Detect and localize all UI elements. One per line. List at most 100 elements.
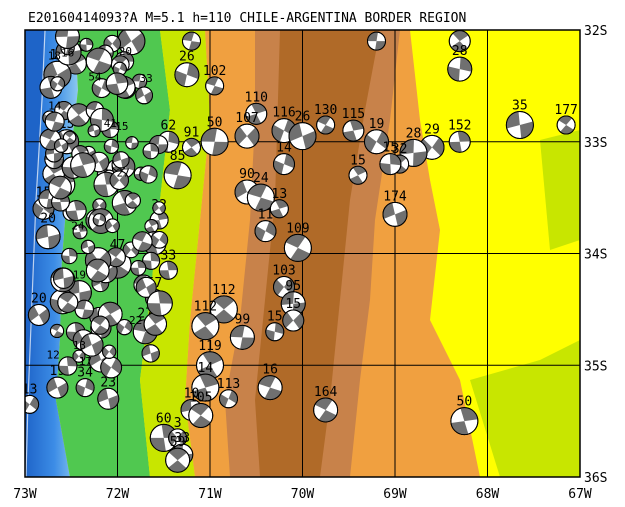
cluster-beachball — [139, 165, 158, 184]
focal-mechanism-beachball — [46, 376, 69, 399]
event-depth-label: 33 — [174, 431, 190, 446]
event-depth-label: 16 — [262, 363, 278, 378]
focal-mechanism-beachball — [283, 233, 312, 262]
cluster-depth-label: 18 — [48, 50, 61, 63]
cluster-beachball — [65, 200, 87, 222]
event-depth-label: 3 — [174, 416, 182, 431]
cluster-beachball — [55, 30, 80, 49]
event-depth-label: 62 — [161, 118, 177, 133]
event-depth-label: 15 — [267, 310, 283, 325]
cluster-depth-label: 16 — [61, 46, 74, 59]
cluster-beachball — [53, 138, 69, 153]
cluster-beachball — [72, 349, 86, 363]
longitude-ticks: 73W 72W 71W 70W 69W 68W 67W — [13, 487, 592, 502]
x-tick-label: 71W — [198, 487, 222, 502]
cluster-beachball — [146, 290, 173, 317]
cluster-depth-label: 14 — [48, 100, 62, 113]
focal-mechanism-beachball — [219, 389, 238, 409]
focal-mechanism-beachball — [348, 165, 368, 185]
event-depth-label: 79 — [184, 19, 200, 34]
x-tick-label: 73W — [13, 487, 37, 502]
focal-mechanism-beachball — [245, 102, 268, 125]
focal-mechanism-beachball — [174, 62, 200, 88]
focal-mechanism-beachball — [265, 322, 285, 342]
cluster-depth-label: 22 — [129, 314, 142, 327]
focal-mechanism-beachball — [379, 153, 402, 176]
event-depth-label: 15 — [285, 297, 301, 312]
focal-mechanism-beachball — [448, 130, 471, 153]
cluster-beachball — [80, 239, 96, 255]
event-depth-label: 55 — [452, 18, 468, 33]
cluster-depth-label: 41 — [104, 117, 117, 130]
event-depth-label: 60 — [156, 411, 172, 426]
focal-mechanism-beachball — [367, 31, 386, 51]
cluster-depth-label: 27 — [116, 166, 129, 179]
event-depth-label: 26 — [295, 110, 311, 125]
cluster-beachball — [88, 151, 110, 173]
event-depth-label: 15 — [350, 153, 366, 168]
cluster-beachball — [105, 72, 129, 95]
cluster-beachball — [125, 136, 139, 150]
focal-mechanism-beachball — [254, 220, 277, 243]
cluster-beachball — [142, 142, 160, 160]
cluster-beachball — [62, 130, 77, 145]
y-tick-label: 35S — [584, 359, 607, 374]
cluster-depth-label: 54 — [88, 71, 102, 84]
focal-mechanism-beachball — [450, 407, 479, 436]
event-depth-label: 14 — [198, 361, 214, 376]
cluster-beachball — [80, 333, 104, 357]
event-depth-label: 20 — [31, 291, 47, 306]
focal-mechanism-beachball — [168, 428, 188, 448]
event-depth-label: 177 — [554, 103, 577, 118]
focal-mechanism-beachball — [313, 397, 339, 423]
cluster-beachball — [85, 258, 110, 283]
focal-mechanism-beachball — [364, 129, 389, 155]
event-depth-label: 119 — [198, 339, 221, 354]
focal-mechanism-beachball — [209, 295, 238, 324]
event-depth-label: 102 — [203, 64, 226, 79]
cluster-beachball — [141, 344, 160, 363]
event-depth-label: 29 — [424, 122, 440, 137]
map-title: E20160414093?A M=5.1 h=110 CHILE-ARGENTI… — [28, 11, 466, 26]
focal-mechanism-beachball — [188, 403, 214, 429]
map-frame — [24, 29, 581, 478]
latitude-ticks: 32S 33S 34S 35S 36S — [584, 24, 607, 486]
cluster-beachball — [132, 231, 153, 252]
event-depth-label: 90 — [239, 167, 255, 182]
x-tick-label: 67W — [568, 487, 592, 502]
cluster-beachball — [48, 175, 72, 200]
event-depth-label: 59 — [170, 435, 186, 450]
event-depth-label: 28 — [406, 126, 422, 141]
focal-mechanism-beachball — [158, 260, 178, 280]
focal-mechanism-beachball — [25, 394, 40, 414]
cluster-beachball — [57, 291, 79, 313]
cluster-beachball — [102, 344, 117, 359]
event-depth-label: 100 — [365, 19, 388, 34]
cluster-beachball — [74, 299, 94, 320]
focal-mechanism-beachball — [35, 224, 61, 250]
event-depth-label: 115 — [342, 107, 365, 122]
cluster-beachball — [87, 124, 101, 138]
x-tick-label: 68W — [476, 487, 500, 502]
cluster-beachball — [49, 323, 65, 339]
cluster-beachball — [44, 111, 65, 132]
y-tick-label: 33S — [584, 136, 607, 151]
event-depth-label: 13 — [272, 187, 288, 202]
event-depth-label: 113 — [217, 377, 240, 392]
cluster-beachball — [79, 37, 94, 52]
event-depth-label: 15 — [383, 141, 399, 156]
event-depth-label: 174 — [383, 189, 407, 204]
cluster-beachball — [135, 86, 154, 105]
event-depth-label: 50 — [457, 395, 473, 410]
cluster-depth-label: 17 — [79, 355, 92, 368]
cluster-beachball — [152, 201, 166, 215]
focal-mechanism-beachball — [269, 199, 289, 219]
event-depth-label: 112 — [194, 300, 217, 315]
event-depth-label: 20 — [40, 212, 56, 227]
focal-mechanism-beachball — [342, 119, 365, 142]
event-depth-label: 99 — [235, 312, 251, 327]
focal-mechanism-beachball — [505, 110, 534, 139]
cluster-beachball — [124, 192, 141, 209]
event-depth-label: 112 — [212, 283, 235, 298]
